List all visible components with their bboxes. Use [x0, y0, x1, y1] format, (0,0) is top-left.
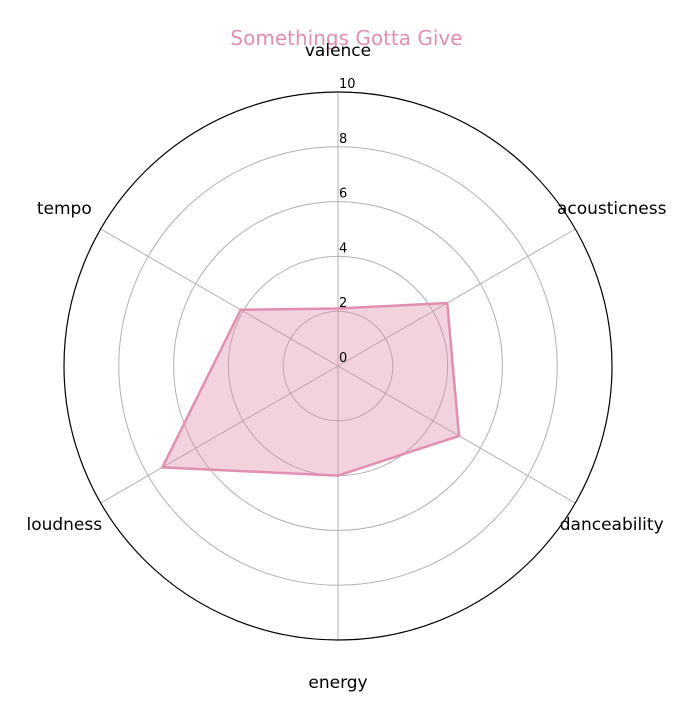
r-tick-label: 2 [339, 296, 347, 311]
spoke-danceability [337, 365, 576, 504]
series-area [162, 303, 459, 476]
spoke-acousticness [337, 228, 576, 367]
axis-label-tempo: tempo [37, 199, 92, 219]
r-tick-label: 4 [339, 241, 347, 256]
radar-data [161, 301, 461, 477]
outer-frame [63, 91, 613, 641]
radar-labels: 0 2 4 6 8 10 valence acousticness danceability en… [26, 41, 666, 693]
r-tick-label: 6 [339, 187, 347, 202]
data-point-valence [336, 307, 340, 310]
axis-label-acousticness: acousticness [557, 199, 667, 219]
axis-label-loudness: loudness [26, 515, 102, 535]
chart-title: Somethings Gotta Give [230, 26, 463, 50]
data-point-loudness [161, 466, 164, 469]
data-point-acousticness [446, 301, 449, 305]
r-tick-label: 10 [339, 77, 356, 92]
axis-label-valence: valence [305, 41, 371, 61]
spoke-tempo [100, 228, 339, 367]
spoke-loudness [100, 365, 339, 504]
r-tick-label: 8 [339, 132, 347, 147]
data-point-danceability [457, 434, 461, 438]
axis-label-energy: energy [308, 673, 367, 693]
axis-label-danceability: danceability [560, 515, 664, 535]
r-tick-label: 0 [339, 351, 347, 366]
data-point-tempo [239, 308, 242, 311]
data-point-energy [336, 474, 340, 477]
